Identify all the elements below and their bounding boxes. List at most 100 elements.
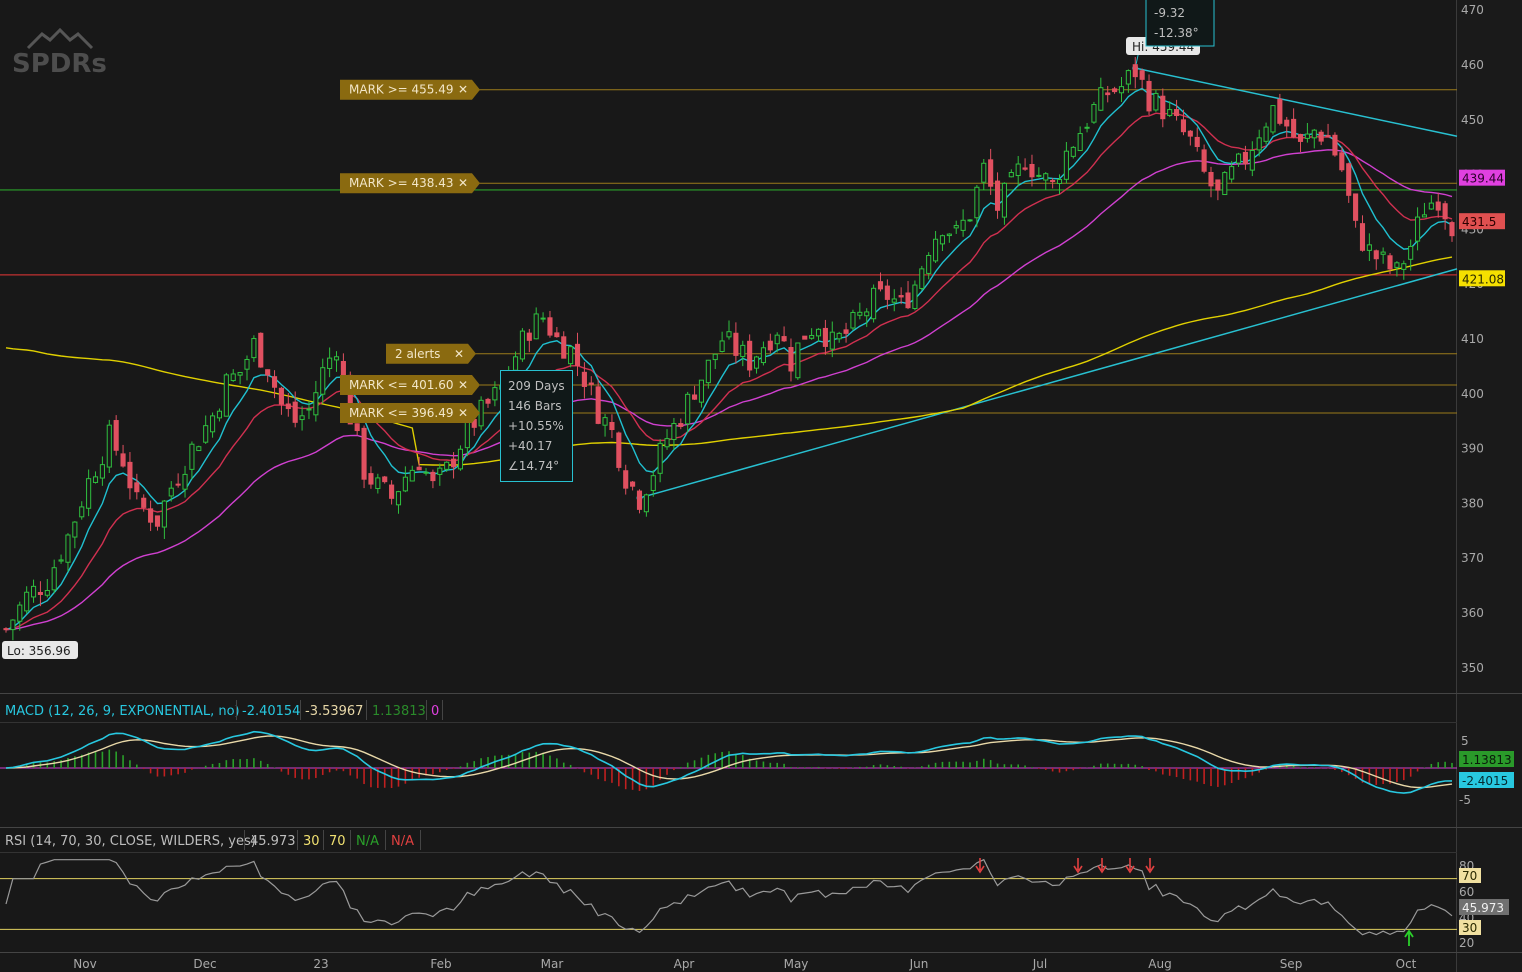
candle-117 [809, 328, 815, 340]
candle-89 [616, 431, 622, 472]
candle-85 [588, 376, 594, 396]
candle-106 [733, 322, 739, 364]
candle-body [1001, 182, 1007, 218]
candle-body [843, 329, 849, 334]
candle-206 [1421, 202, 1428, 218]
macd-badge-diff: 1.13813 [1459, 751, 1514, 767]
rsi-study-name[interactable]: RSI (14, 70, 30, CLOSE, WILDERS, yes) [5, 834, 256, 849]
alert-tag-shape [340, 403, 480, 424]
candle-body [1118, 86, 1125, 94]
candle-1 [10, 619, 16, 641]
candle-body [933, 238, 939, 262]
macd-avg: -3.53967 [305, 704, 363, 719]
candle-body [395, 491, 402, 506]
candle-body [354, 423, 360, 432]
candle-body [196, 446, 202, 452]
candle-27 [189, 441, 195, 480]
candle-body [1270, 105, 1276, 133]
candle-7 [51, 559, 57, 594]
candle-body [705, 359, 711, 384]
candle-body [271, 376, 278, 388]
candle-109 [753, 355, 760, 374]
price-tick-450: 450 [1461, 113, 1484, 127]
candle-132 [912, 280, 918, 311]
candle-82 [568, 345, 574, 368]
price-badge-text: 439.44 [1462, 172, 1504, 186]
price-tick-350: 350 [1461, 661, 1484, 675]
price-tick-410: 410 [1461, 332, 1484, 346]
candle-98 [678, 418, 684, 430]
candle-body [630, 481, 636, 487]
candle-207 [1428, 195, 1434, 210]
candle-161 [1112, 86, 1118, 94]
rsi-na-1: N/A [356, 834, 379, 849]
candle-28 [196, 445, 202, 452]
candle-17 [120, 444, 126, 468]
candle-body [1174, 109, 1180, 117]
candle-body [92, 476, 99, 483]
candle-15 [106, 419, 112, 474]
candle-139 [960, 209, 966, 237]
candle-34 [237, 371, 243, 385]
candle-122 [843, 322, 849, 343]
candle-95 [657, 439, 663, 483]
alert-tag-0[interactable]: MARK >= 455.49 ✕ [340, 79, 480, 100]
resistance-trendline [1135, 67, 1458, 137]
candle-124 [857, 302, 863, 320]
candle-body [237, 371, 243, 376]
candle-23 [161, 499, 167, 539]
candle-body [926, 254, 932, 274]
candle-body [774, 334, 780, 345]
candle-body [1098, 87, 1104, 111]
candle-42 [292, 391, 298, 428]
x-axis-label-Nov: Nov [73, 957, 96, 971]
alert-tag-4[interactable]: MARK <= 396.49 ✕ [340, 403, 480, 424]
candle-129 [891, 289, 897, 312]
candle-body [1050, 180, 1056, 183]
alert-tags[interactable]: MARK >= 455.49 ✕ MARK >= 438.43 ✕ 2 alerts ✕ M… [340, 79, 480, 424]
candle-10 [72, 521, 78, 549]
price-badge-2: 421.08 [1459, 270, 1505, 287]
candle-body [698, 379, 705, 403]
candle-body [313, 392, 319, 416]
alert-tag-3[interactable]: MARK <= 401.60 ✕ [340, 375, 480, 396]
alert-tag-label: MARK <= 396.49 [349, 406, 454, 420]
candle-body [1291, 118, 1297, 138]
candle-149 [1029, 154, 1035, 187]
measure-days: 209 Days [508, 379, 565, 393]
rsi-buy-arrow-icon [1404, 929, 1414, 946]
candle-153 [1056, 174, 1063, 195]
candle-35 [244, 355, 250, 381]
candle-body [451, 458, 457, 468]
rsi-tick-20: 20 [1459, 936, 1474, 950]
candle-body [457, 448, 464, 470]
candle-body [244, 359, 250, 370]
alert-tag-2[interactable]: 2 alerts ✕ [386, 343, 476, 364]
candle-body [1036, 174, 1042, 177]
candle-80 [554, 326, 560, 338]
macd-study-name[interactable]: MACD (12, 26, 9, EXPONENTIAL, no) [5, 704, 240, 719]
candle-body [285, 403, 291, 410]
candle-body [561, 336, 567, 359]
candle-body [1077, 133, 1083, 152]
candle-96 [664, 429, 670, 450]
candle-body [444, 461, 450, 470]
macd-signal-line [5, 735, 1453, 789]
candle-36 [251, 335, 257, 362]
candle-body [1208, 171, 1214, 187]
candle-body [602, 417, 608, 426]
candle-81 [561, 331, 567, 359]
candle-body [877, 281, 884, 290]
candle-body [106, 424, 112, 468]
alert-tag-1[interactable]: MARK >= 438.43 ✕ [340, 173, 480, 194]
alert-tag-label: MARK <= 401.60 [349, 378, 454, 392]
rsi-value: 45.973 [250, 834, 296, 849]
price-tick-400: 400 [1461, 387, 1484, 401]
candle-body [898, 295, 904, 298]
candle-114 [788, 338, 794, 382]
candle-184 [1270, 105, 1276, 135]
candle-157 [1084, 122, 1090, 133]
candle-body [967, 219, 973, 222]
price-badge-bg [1459, 270, 1505, 287]
candle-body [1043, 173, 1049, 181]
